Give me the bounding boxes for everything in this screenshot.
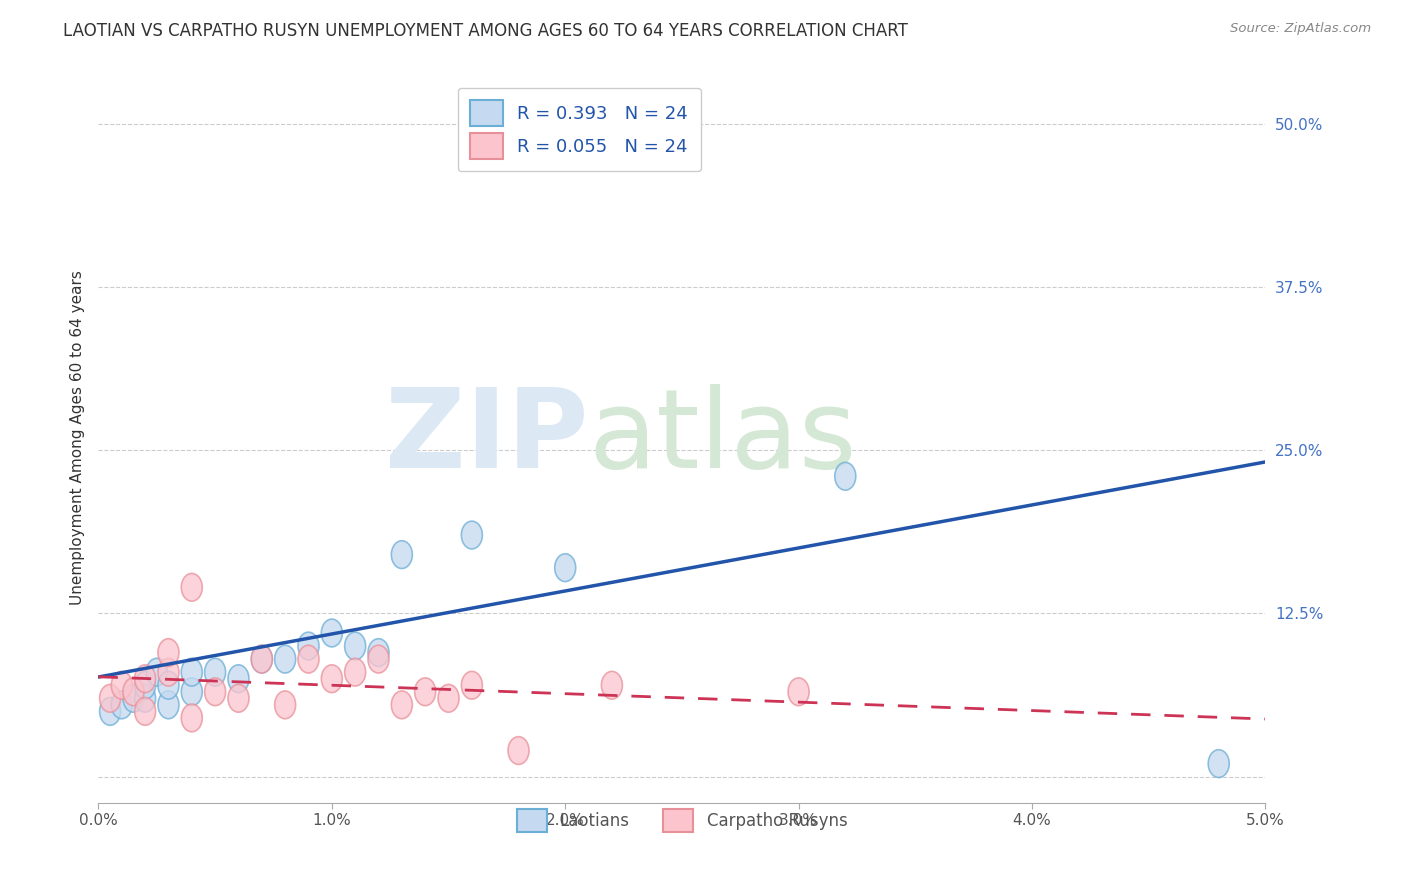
Ellipse shape xyxy=(135,665,156,692)
Ellipse shape xyxy=(157,672,179,699)
Ellipse shape xyxy=(672,110,692,137)
Ellipse shape xyxy=(111,672,132,699)
Ellipse shape xyxy=(368,639,389,666)
Ellipse shape xyxy=(135,684,156,712)
Ellipse shape xyxy=(368,645,389,673)
Ellipse shape xyxy=(228,665,249,692)
Ellipse shape xyxy=(835,462,856,491)
Ellipse shape xyxy=(555,554,575,582)
Ellipse shape xyxy=(135,698,156,725)
Y-axis label: Unemployment Among Ages 60 to 64 years: Unemployment Among Ages 60 to 64 years xyxy=(69,269,84,605)
Ellipse shape xyxy=(461,521,482,549)
Ellipse shape xyxy=(157,658,179,686)
Ellipse shape xyxy=(391,691,412,719)
Text: Source: ZipAtlas.com: Source: ZipAtlas.com xyxy=(1230,22,1371,36)
Ellipse shape xyxy=(439,684,458,712)
Ellipse shape xyxy=(789,678,808,706)
Ellipse shape xyxy=(415,678,436,706)
Ellipse shape xyxy=(508,737,529,764)
Ellipse shape xyxy=(298,645,319,673)
Ellipse shape xyxy=(181,704,202,731)
Ellipse shape xyxy=(274,645,295,673)
Ellipse shape xyxy=(461,672,482,699)
Ellipse shape xyxy=(181,658,202,686)
Ellipse shape xyxy=(100,684,121,712)
Ellipse shape xyxy=(135,672,156,699)
Ellipse shape xyxy=(391,541,412,568)
Ellipse shape xyxy=(252,645,273,673)
Ellipse shape xyxy=(205,658,225,686)
Text: LAOTIAN VS CARPATHO RUSYN UNEMPLOYMENT AMONG AGES 60 TO 64 YEARS CORRELATION CHA: LAOTIAN VS CARPATHO RUSYN UNEMPLOYMENT A… xyxy=(63,22,908,40)
Ellipse shape xyxy=(298,632,319,660)
Ellipse shape xyxy=(111,691,132,719)
Ellipse shape xyxy=(100,698,121,725)
Ellipse shape xyxy=(157,639,179,666)
Text: ZIP: ZIP xyxy=(385,384,589,491)
Ellipse shape xyxy=(181,678,202,706)
Ellipse shape xyxy=(157,691,179,719)
Ellipse shape xyxy=(274,691,295,719)
Ellipse shape xyxy=(344,658,366,686)
Ellipse shape xyxy=(1208,749,1229,778)
Ellipse shape xyxy=(322,619,342,647)
Legend: Laotians, Carpatho Rusyns: Laotians, Carpatho Rusyns xyxy=(503,796,860,846)
Ellipse shape xyxy=(146,658,167,686)
Ellipse shape xyxy=(205,678,225,706)
Ellipse shape xyxy=(181,574,202,601)
Ellipse shape xyxy=(228,684,249,712)
Ellipse shape xyxy=(252,645,273,673)
Ellipse shape xyxy=(122,678,143,706)
Ellipse shape xyxy=(322,665,342,692)
Ellipse shape xyxy=(122,684,143,712)
Text: atlas: atlas xyxy=(589,384,858,491)
Ellipse shape xyxy=(344,632,366,660)
Ellipse shape xyxy=(602,672,623,699)
